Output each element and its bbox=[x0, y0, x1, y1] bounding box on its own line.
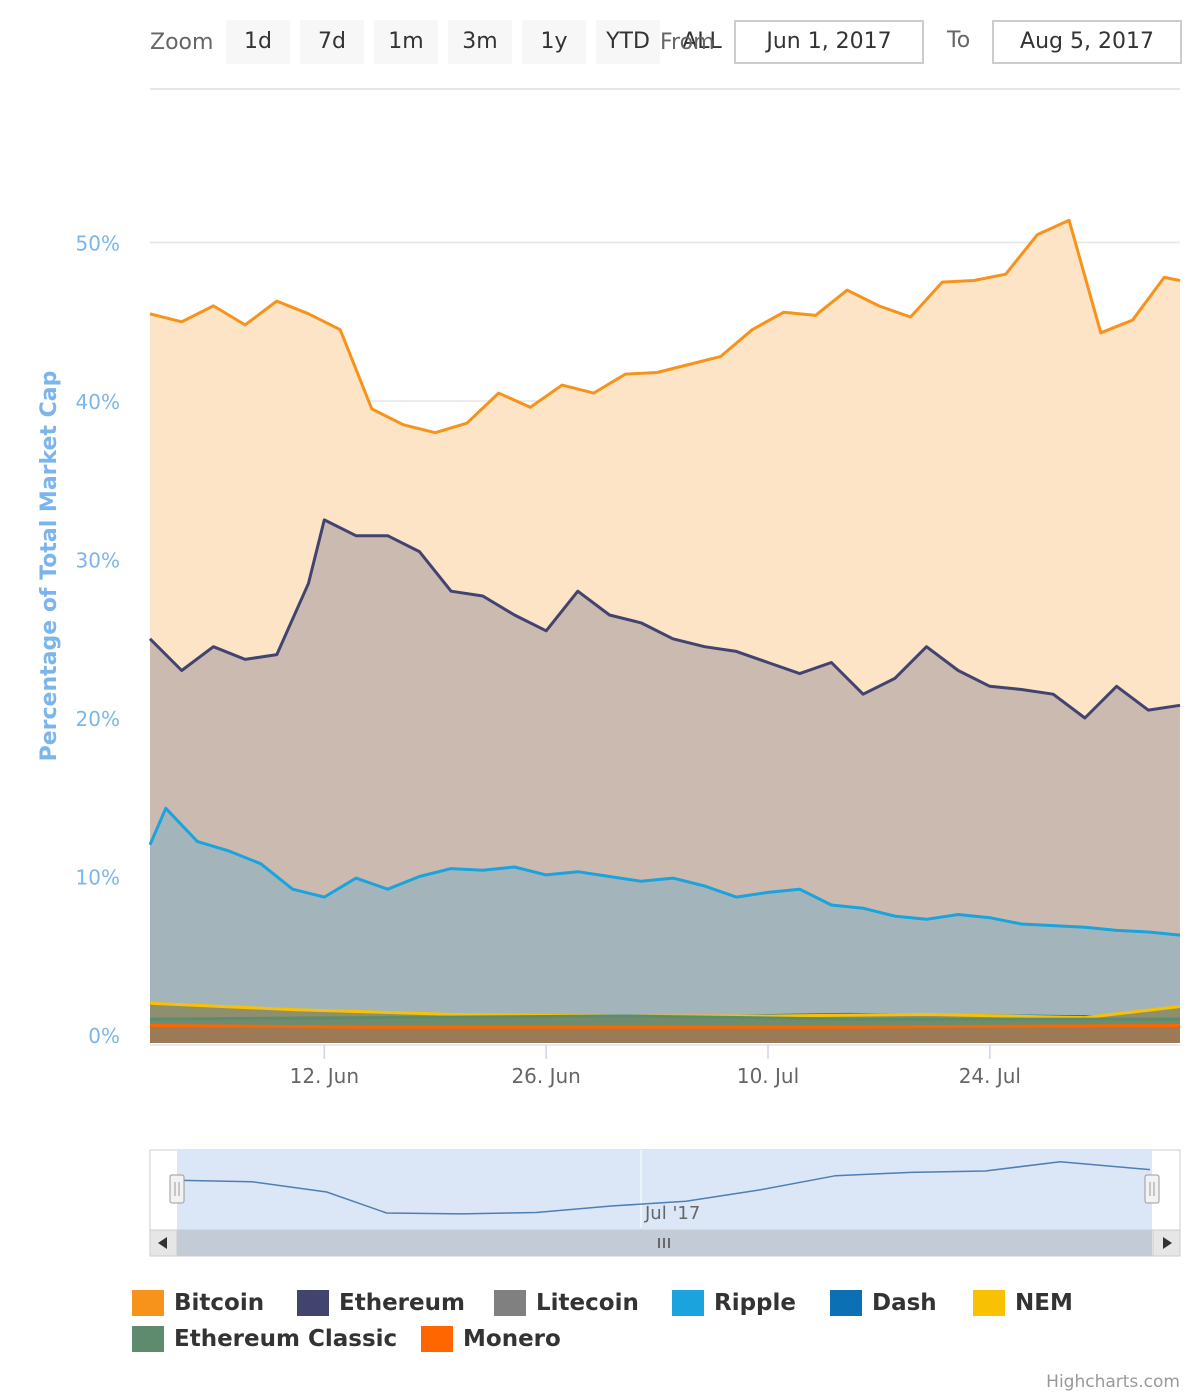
navigator-mask[interactable] bbox=[177, 1150, 1152, 1230]
x-tick-label: 26. Jun bbox=[511, 1064, 580, 1088]
y-axis-ticks: 0% 10% 20% 30% 40% 50% bbox=[76, 232, 120, 1049]
range-selector: Zoom 1d 7d 1m 3m 1y YTD ALL From Jun 1, … bbox=[0, 0, 1200, 90]
series-line-ripple[interactable] bbox=[148, 806, 1181, 937]
zoom-ytd-button[interactable]: YTD bbox=[596, 20, 660, 64]
series-area-monero bbox=[150, 1025, 1180, 1043]
navigator-right-handle[interactable] bbox=[1144, 1174, 1160, 1204]
scroll-right-arrow-icon bbox=[1163, 1237, 1172, 1249]
zoom-7d-button[interactable]: 7d bbox=[300, 20, 364, 64]
credits-link[interactable]: Highcharts.com bbox=[1046, 1372, 1180, 1392]
scroll-right-button[interactable] bbox=[1152, 1229, 1181, 1257]
y-tick-label: 40% bbox=[76, 390, 120, 414]
x-tick-label: 24. Jul bbox=[959, 1064, 1021, 1088]
from-label: From bbox=[660, 30, 715, 55]
toolbar-divider bbox=[150, 88, 1180, 90]
legend-swatch bbox=[973, 1290, 1005, 1316]
scrollbar[interactable] bbox=[149, 1229, 1181, 1257]
y-tick-label: 30% bbox=[76, 549, 120, 573]
x-tick-label: 10. Jul bbox=[737, 1064, 799, 1088]
y-tick-label: 50% bbox=[76, 232, 120, 256]
legend-label: Bitcoin bbox=[174, 1290, 265, 1316]
to-label: To bbox=[947, 28, 971, 53]
legend-label: Ethereum Classic bbox=[174, 1326, 398, 1352]
y-tick-label: 20% bbox=[76, 707, 120, 731]
to-date-input[interactable]: Aug 5, 2017 bbox=[992, 20, 1182, 64]
x-axis-ticks: 12. Jun 26. Jun 10. Jul 24. Jul bbox=[290, 1045, 1021, 1088]
zoom-1d-button[interactable]: 1d bbox=[226, 20, 290, 64]
scroll-left-arrow-icon bbox=[158, 1237, 167, 1249]
navigator-left-handle[interactable] bbox=[169, 1174, 185, 1204]
legend-label: Ripple bbox=[714, 1290, 797, 1316]
legend-label: Ethereum bbox=[339, 1290, 465, 1316]
legend-label: Monero bbox=[463, 1326, 561, 1352]
legend-swatch bbox=[672, 1290, 704, 1316]
zoom-3m-button[interactable]: 3m bbox=[448, 20, 512, 64]
y-axis-title: Percentage of Total Market Cap bbox=[37, 371, 62, 762]
y-tick-label: 10% bbox=[76, 866, 120, 890]
series-line-bitcoin[interactable] bbox=[149, 218, 1181, 435]
from-date-input[interactable]: Jun 1, 2017 bbox=[734, 20, 924, 64]
x-tick-label: 12. Jun bbox=[290, 1064, 359, 1088]
legend-label: NEM bbox=[1015, 1290, 1073, 1316]
navigator[interactable]: Jul '17 bbox=[149, 1149, 1181, 1231]
series-line-monero[interactable] bbox=[149, 1024, 1181, 1029]
y-tick-label: 0% bbox=[88, 1024, 120, 1048]
navigator-series-line bbox=[176, 1160, 1151, 1215]
legend-swatch bbox=[830, 1290, 862, 1316]
legend-swatch bbox=[421, 1326, 453, 1352]
legend-label: Dash bbox=[872, 1290, 937, 1316]
legend-swatch bbox=[132, 1326, 164, 1352]
legend-swatch bbox=[494, 1290, 526, 1316]
scrollbar-grip-icon bbox=[658, 1238, 670, 1248]
series-line-ethereum-classic[interactable] bbox=[149, 1014, 1180, 1021]
navigator-month-label: Jul '17 bbox=[644, 1203, 700, 1224]
series-line-ethereum[interactable] bbox=[148, 518, 1181, 720]
zoom-all-button[interactable]: ALL bbox=[670, 20, 734, 64]
legend-swatch bbox=[297, 1290, 329, 1316]
series-areas bbox=[148, 218, 1181, 1044]
legend-label: Litecoin bbox=[536, 1290, 639, 1316]
zoom-1y-button[interactable]: 1y bbox=[522, 20, 586, 64]
series-area-ripple bbox=[150, 808, 1180, 1043]
legend-swatch bbox=[132, 1290, 164, 1316]
zoom-label: Zoom bbox=[150, 30, 214, 55]
zoom-1m-button[interactable]: 1m bbox=[374, 20, 438, 64]
